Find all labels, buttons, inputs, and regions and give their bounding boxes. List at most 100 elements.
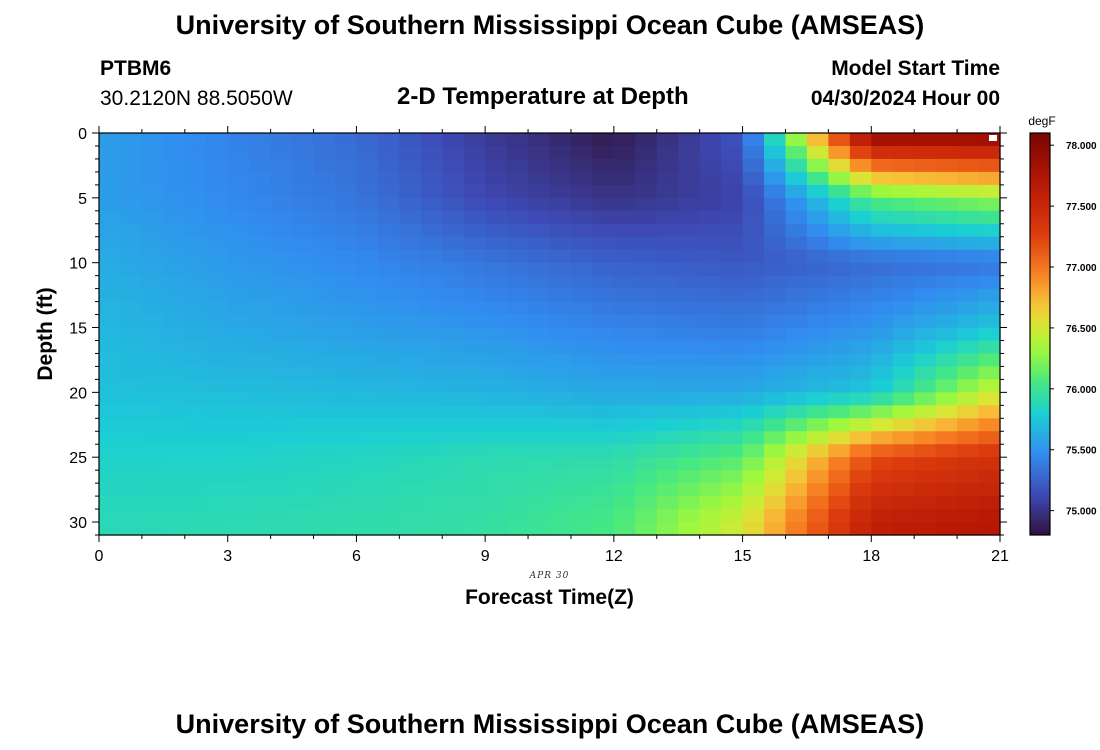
heatmap-cell [206, 431, 229, 445]
heatmap-cell [249, 353, 272, 368]
heatmap-cell [785, 171, 808, 186]
heatmap-cell [399, 366, 422, 380]
heatmap-cell [849, 288, 872, 303]
heatmap-cell [506, 171, 529, 186]
heatmap-cell [699, 314, 722, 329]
heatmap-cell [699, 496, 722, 510]
heatmap-cell [163, 470, 186, 484]
heatmap-cell [442, 470, 465, 484]
heatmap-cell [313, 379, 336, 393]
heatmap-cell [313, 509, 336, 523]
heatmap-cell [957, 145, 980, 160]
heatmap-cell [806, 249, 829, 264]
heatmap-cell [399, 405, 422, 419]
heatmap-cell [356, 522, 379, 536]
heatmap-cell [377, 392, 400, 406]
heatmap-cell [678, 210, 701, 225]
heatmap-cell [613, 249, 636, 264]
heatmap-cell [914, 379, 937, 393]
heatmap-cell [463, 184, 486, 199]
y-tick-label: 15 [69, 321, 87, 338]
heatmap-cell [570, 249, 593, 264]
heatmap-cell [99, 197, 122, 212]
heatmap-cell [742, 366, 765, 380]
heatmap-cell [227, 496, 250, 510]
heatmap-cell [849, 171, 872, 186]
heatmap-cell [485, 522, 508, 536]
heatmap-cell [227, 366, 250, 380]
heatmap-cell [442, 249, 465, 264]
heatmap-cell [570, 483, 593, 497]
heatmap-cell [828, 327, 851, 342]
heatmap-cell [227, 171, 250, 186]
heatmap-cell [914, 353, 937, 368]
heatmap-cell [163, 145, 186, 160]
heatmap-cell [570, 314, 593, 329]
heatmap-cell [806, 340, 829, 355]
heatmap-cell [785, 236, 808, 251]
heatmap-cell [313, 197, 336, 212]
heatmap-cell [206, 522, 229, 536]
heatmap-cell [806, 171, 829, 186]
heatmap-cell [828, 249, 851, 264]
heatmap-cell [699, 418, 722, 432]
heatmap-cell [828, 405, 851, 419]
heatmap-cell [249, 223, 272, 238]
heatmap-cell [184, 133, 207, 147]
heatmap-cell [592, 158, 615, 173]
heatmap-cell [592, 184, 615, 199]
heatmap-cell [377, 314, 400, 329]
heatmap-cell [313, 457, 336, 471]
heatmap-cell [99, 418, 122, 432]
heatmap-cell [99, 405, 122, 419]
heatmap-cell [120, 133, 143, 147]
heatmap-cell [206, 223, 229, 238]
heatmap-cell [742, 145, 765, 160]
heatmap-cell [871, 171, 894, 186]
heatmap-cell [785, 340, 808, 355]
heatmap-cell [957, 327, 980, 342]
heatmap-cell [528, 197, 551, 212]
heatmap-cell [506, 210, 529, 225]
heatmap-cell [377, 327, 400, 342]
heatmap-cell [785, 223, 808, 238]
heatmap-cell [270, 327, 293, 342]
heatmap-cell [227, 327, 250, 342]
heatmap-cell [227, 509, 250, 523]
heatmap-cell [806, 158, 829, 173]
heatmap-cell [570, 340, 593, 355]
heatmap-cell [549, 158, 572, 173]
heatmap-cell [635, 158, 658, 173]
heatmap-cell [528, 405, 551, 419]
heatmap-cell [485, 353, 508, 368]
heatmap-cell [892, 145, 915, 160]
heatmap-cell [957, 275, 980, 290]
heatmap-cell [764, 184, 787, 199]
heatmap-cell [420, 444, 443, 458]
heatmap-cell [463, 197, 486, 212]
heatmap-cell [206, 496, 229, 510]
heatmap-cell [570, 301, 593, 316]
heatmap-cell [528, 133, 551, 147]
heatmap-cell [678, 301, 701, 316]
heatmap-cell [656, 314, 679, 329]
heatmap-cell [528, 314, 551, 329]
heatmap-cell [506, 483, 529, 497]
heatmap-cell [828, 470, 851, 484]
heatmap-cell [206, 236, 229, 251]
heatmap-cell [506, 509, 529, 523]
heatmap-cell [764, 223, 787, 238]
heatmap-cell [592, 483, 615, 497]
heatmap-cell [227, 275, 250, 290]
heatmap-cell [420, 158, 443, 173]
heatmap-cell [613, 184, 636, 199]
heatmap-cell [334, 314, 358, 329]
heatmap-cell [420, 327, 443, 342]
heatmap-cell [764, 314, 787, 329]
heatmap-cell [678, 262, 701, 277]
heatmap-cell [442, 275, 465, 290]
heatmap-cell [914, 392, 937, 406]
heatmap-cell [227, 301, 250, 316]
heatmap-cell [721, 379, 744, 393]
heatmap-cell [99, 301, 122, 316]
